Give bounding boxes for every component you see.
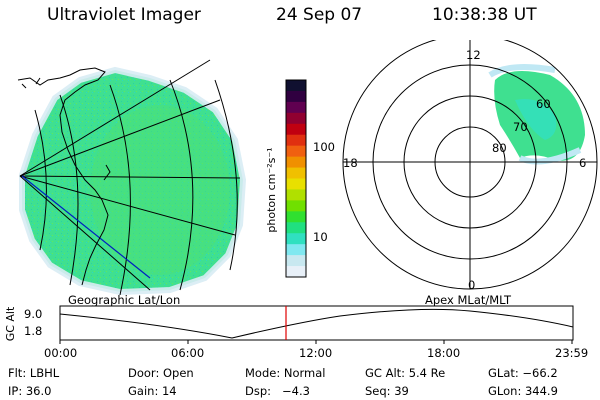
gc-alt-value: GC Alt: 5.4 Re: [365, 366, 446, 380]
colorbar-cell: [286, 101, 306, 114]
dsp-value: Dsp: −4.3: [245, 384, 310, 398]
glon-value: GLon: 344.9: [488, 384, 558, 398]
colorbar-cell: [286, 222, 306, 234]
observation-date: 24 Sep 07: [276, 5, 363, 25]
mlt-label-12: 12: [466, 48, 481, 62]
gc-alt-axis-label: GC Alt: [4, 306, 17, 341]
altitude-timeline-plot: GC Alt: [4, 305, 574, 344]
time-tick-1200: 12:00: [299, 346, 333, 360]
altitude-curve: [59, 308, 574, 339]
colorbar-cell: [286, 123, 306, 136]
color-scale-bar: photon cm⁻²s⁻¹: [265, 79, 307, 278]
glat-value: GLat: −66.2: [488, 366, 558, 380]
time-tick-0600: 06:00: [171, 346, 205, 360]
time-tick-0000: 00:00: [44, 346, 78, 360]
mlat-label-60: 60: [536, 97, 551, 111]
colorbar-cell: [286, 266, 306, 278]
polar-plot: [342, 40, 598, 290]
polar-grid: [342, 40, 598, 290]
apex-panel-label: Apex MLat/MLT: [425, 293, 512, 307]
door-status: Door: Open: [128, 366, 194, 380]
track-line: [21, 175, 151, 279]
colorbar-cell: [286, 255, 306, 267]
colorbar-cell: [286, 200, 306, 212]
mode-value: Mode: Normal: [245, 366, 326, 380]
colorbar-cell: [286, 134, 306, 147]
colorbar-cell: [286, 156, 306, 169]
mlat-label-70: 70: [513, 120, 528, 134]
geographic-panel-label: Geographic Lat/Lon: [68, 293, 181, 307]
coastline: [17, 67, 111, 286]
auroral-oval-emission: [488, 64, 585, 165]
uv-emission-disk: [19, 66, 247, 295]
gain-value: Gain: 14: [128, 384, 177, 398]
colorbar-cell: [286, 211, 306, 223]
filter-value: Flt: LBHL: [8, 366, 60, 380]
alt-tick-1-8: 1.8: [24, 324, 43, 338]
colorbar-cell: [286, 178, 306, 190]
colorbar-tick-100: 100: [313, 140, 335, 154]
time-tick-1800: 18:00: [427, 346, 461, 360]
colorbar-unit-label: photon cm⁻²s⁻¹: [265, 147, 278, 232]
colorbar-cell: [286, 145, 306, 158]
ip-value: IP: 36.0: [8, 384, 52, 398]
alt-tick-9: 9.0: [24, 307, 43, 321]
colorbar-cell: [286, 90, 306, 103]
time-tick-2359: 23:59: [555, 346, 589, 360]
observation-time: 10:38:38 UT: [432, 5, 537, 25]
colorbar-cell: [286, 189, 306, 201]
mlat-label-80: 80: [492, 141, 507, 155]
colorbar-cell: [286, 167, 306, 179]
geographic-map: [17, 59, 247, 295]
instrument-title: Ultraviolet Imager: [47, 5, 201, 25]
colorbar-cell: [286, 244, 306, 256]
colorbar-tick-10: 10: [313, 230, 328, 244]
colorbar-cell: [286, 233, 306, 245]
colorbar-cell: [286, 112, 306, 125]
seq-value: Seq: 39: [365, 384, 409, 398]
colorbar-cell: [286, 80, 306, 92]
mlt-label-6: 6: [579, 156, 587, 170]
mlt-label-0: 0: [468, 278, 476, 292]
lat-lon-grid: [19, 59, 241, 295]
mlt-label-18: 18: [343, 156, 358, 170]
